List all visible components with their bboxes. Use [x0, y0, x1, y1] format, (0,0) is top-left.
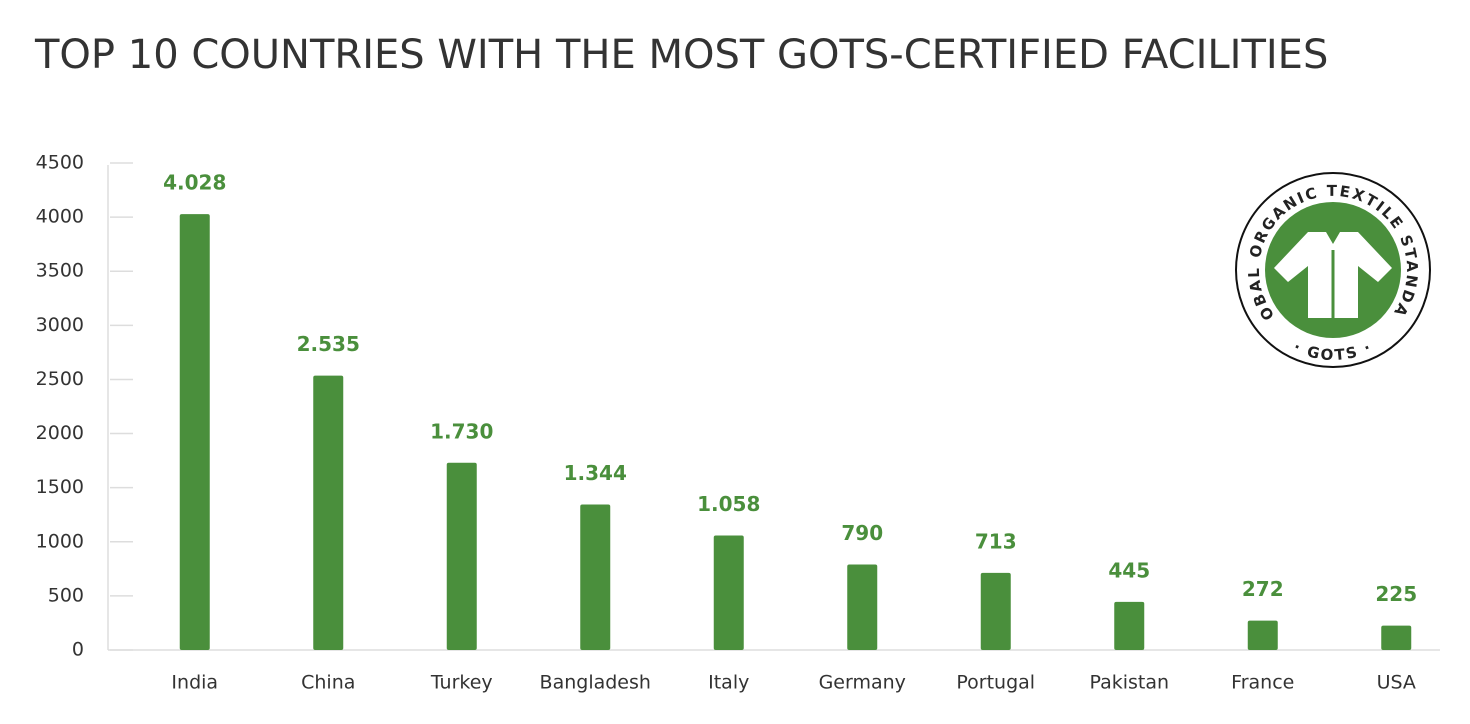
value-label: 1.344	[564, 461, 627, 485]
y-tick-label: 2000	[36, 422, 84, 444]
x-tick-label: USA	[1377, 672, 1416, 694]
x-tick-label: Portugal	[956, 672, 1035, 694]
value-label: 445	[1108, 558, 1150, 582]
x-tick-label: India	[171, 672, 218, 694]
y-tick-label: 3000	[36, 314, 84, 336]
bar	[1381, 625, 1412, 650]
y-tick-label: 2500	[36, 368, 84, 390]
y-tick-label: 1500	[36, 476, 84, 498]
y-tick-label: 4000	[36, 206, 84, 228]
value-label: 713	[975, 529, 1017, 553]
y-tick-label: 4500	[36, 152, 84, 174]
bar	[1114, 601, 1145, 650]
x-tick-label: Turkey	[430, 672, 493, 694]
x-tick-label: Germany	[819, 672, 906, 694]
x-tick-label: Pakistan	[1089, 672, 1169, 694]
bar	[847, 564, 878, 650]
bar	[313, 375, 344, 650]
bar	[446, 462, 477, 650]
value-label: 1.730	[430, 419, 493, 443]
bar	[1247, 620, 1278, 650]
x-tick-label: France	[1231, 672, 1294, 694]
value-label: 2.535	[297, 332, 360, 356]
value-label: 4.028	[163, 171, 226, 195]
value-label: 272	[1242, 577, 1284, 601]
value-label: 1.058	[697, 492, 760, 516]
y-tick-label: 0	[72, 639, 84, 661]
value-label: 225	[1375, 582, 1417, 606]
bar	[980, 572, 1011, 650]
bar	[580, 504, 611, 650]
y-tick-label: 1000	[36, 530, 84, 552]
chart-title: TOP 10 COUNTRIES WITH THE MOST GOTS-CERT…	[34, 32, 1328, 78]
bar	[713, 535, 744, 650]
x-tick-label: China	[301, 672, 355, 694]
x-tick-label: Italy	[708, 672, 749, 694]
value-label: 790	[841, 521, 883, 545]
y-tick-label: 3500	[36, 260, 84, 282]
bar	[179, 214, 210, 651]
y-tick-label: 500	[48, 584, 84, 606]
x-tick-label: Bangladesh	[540, 672, 651, 694]
